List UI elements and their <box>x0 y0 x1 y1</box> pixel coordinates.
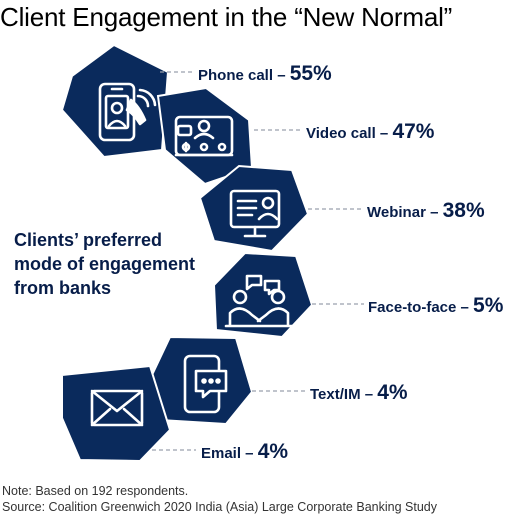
face-to-face-icon <box>224 274 294 328</box>
chart-title: Client Engagement in the “New Normal” <box>0 2 453 32</box>
subtitle-line-3: from banks <box>14 278 112 298</box>
category-label: Face-to-face – <box>368 299 473 316</box>
pentagon-phone-call <box>60 43 170 159</box>
chart-subtitle: Clients’ preferred mode of engagement fr… <box>14 228 195 300</box>
email-icon <box>90 389 144 427</box>
data-label: Phone call – 55% <box>198 62 332 85</box>
value-label: 4% <box>258 440 289 463</box>
footnote-note: Note: Based on 192 respondents. <box>2 484 189 498</box>
subtitle-line-1: Clients’ preferred <box>14 230 163 250</box>
value-label: 4% <box>377 381 408 404</box>
leader-lines <box>152 71 364 451</box>
value-label: 38% <box>443 199 485 222</box>
footnote-source: Source: Coalition Greenwich 2020 India (… <box>2 500 437 514</box>
label-group: Phone call – 55% Video call – 47% Webinar … <box>198 62 504 463</box>
video-call-icon <box>174 115 234 157</box>
category-label: Phone call – <box>198 67 290 84</box>
data-label: Webinar – 38% <box>367 199 485 222</box>
category-label: Video call – <box>306 125 392 142</box>
text-message-icon <box>183 354 228 414</box>
phone-call-icon <box>98 82 157 142</box>
value-label: 47% <box>392 120 434 143</box>
subtitle-line-2: mode of engagement <box>14 254 196 274</box>
category-label: Text/IM – <box>310 386 377 403</box>
footnote: Note: Based on 192 respondents. Source: … <box>2 483 437 515</box>
webinar-icon <box>229 189 281 238</box>
data-label: Video call – 47% <box>306 120 435 143</box>
value-label: 5% <box>473 294 504 317</box>
value-label: 55% <box>290 62 332 85</box>
data-label: Email – 4% <box>201 440 288 463</box>
data-label: Face-to-face – 5% <box>368 294 504 317</box>
category-label: Webinar – <box>367 204 443 221</box>
pentagon-email <box>61 364 172 463</box>
category-label: Email – <box>201 445 258 462</box>
icon-group <box>90 82 294 427</box>
data-label: Text/IM – 4% <box>310 381 408 404</box>
